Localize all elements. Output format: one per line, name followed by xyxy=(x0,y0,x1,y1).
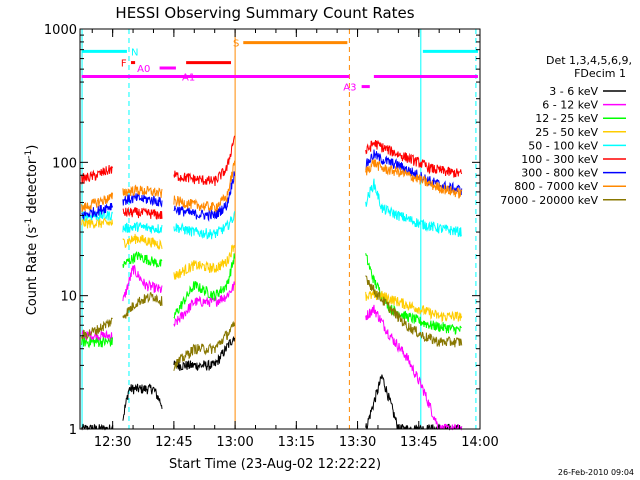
series-1-segment-1 xyxy=(122,264,163,302)
series-8 xyxy=(81,275,463,371)
legend-label-5: 100 - 300 keV xyxy=(521,153,598,166)
flag-label-0: N xyxy=(131,47,138,58)
series-5-segment-1 xyxy=(122,206,163,221)
legend-header-line-2: FDecim 1 xyxy=(574,67,626,80)
series-7-segment-0 xyxy=(81,192,113,213)
series-6-segment-0 xyxy=(81,202,113,221)
legend-label-7: 800 - 7000 keV xyxy=(514,180,598,193)
series-3-segment-3 xyxy=(365,290,463,323)
series-5-segment-2 xyxy=(173,135,236,187)
x-axis-label: Start Time (23-Aug-02 12:22:22) xyxy=(169,457,381,472)
flag-label-8: A3 xyxy=(343,83,356,94)
series-0 xyxy=(81,335,463,431)
y-axis-label-sup2: -1 xyxy=(24,150,34,159)
series-3 xyxy=(81,216,463,323)
y-tick-label-2: 100 xyxy=(52,156,77,171)
legend-label-4: 50 - 100 keV xyxy=(528,139,598,152)
series-1-segment-2 xyxy=(173,281,236,328)
series-8-segment-1 xyxy=(122,291,163,319)
flag-label-4: S xyxy=(233,39,239,50)
x-tick-label-5: 13:45 xyxy=(400,435,437,450)
series-6-segment-3 xyxy=(365,149,463,196)
series-4 xyxy=(81,178,462,240)
series-0-segment-0 xyxy=(81,423,113,431)
series-8-segment-0 xyxy=(81,317,113,341)
x-tick-label-1: 12:45 xyxy=(155,435,192,450)
x-tick-label-3: 13:15 xyxy=(278,435,315,450)
series-3-segment-0 xyxy=(81,216,113,229)
y-tick-label-3: 1000 xyxy=(44,23,77,38)
series-7-segment-2 xyxy=(173,160,236,213)
legend-label-2: 12 - 25 keV xyxy=(535,112,598,125)
legend-label-8: 7000 - 20000 keV xyxy=(500,194,598,207)
observing-flags: NF S A0 A1 A3 xyxy=(81,39,478,94)
y-axis-label-sup: -1 xyxy=(24,218,34,227)
flag-label-6: A1 xyxy=(182,73,195,84)
series-8-segment-3 xyxy=(365,275,463,348)
legend-header-line-1: Det 1,3,4,5,6,9, xyxy=(546,54,632,67)
series-1-segment-3 xyxy=(365,304,463,431)
series-4-segment-1 xyxy=(122,221,163,234)
series-3-segment-1 xyxy=(122,233,163,251)
series-2-segment-1 xyxy=(122,251,163,268)
x-tick-label-4: 13:30 xyxy=(339,435,376,450)
legend-label-0: 3 - 6 keV xyxy=(549,85,598,98)
plot-frame xyxy=(79,28,481,430)
series-4-segment-0 xyxy=(81,208,113,222)
legend-label-6: 300 - 800 keV xyxy=(521,167,598,180)
series-5-segment-3 xyxy=(365,139,463,178)
flag-label-5: A0 xyxy=(137,64,150,75)
y-axis-label: Count Rate (s-1 detector-1) xyxy=(24,145,40,316)
series-7-segment-3 xyxy=(365,159,463,199)
series-2-segment-0 xyxy=(81,336,113,349)
series-7 xyxy=(81,159,463,213)
y-axis-label-end: ) xyxy=(25,145,40,150)
legend-label-1: 6 - 12 keV xyxy=(542,99,598,112)
y-tick-label-0: 1 xyxy=(69,423,77,438)
series-1 xyxy=(81,264,463,431)
series-5-segment-0 xyxy=(81,164,113,185)
series-7-segment-1 xyxy=(122,184,163,198)
series-traces xyxy=(81,135,463,431)
timestamp: 26-Feb-2010 09:04 xyxy=(558,468,634,477)
series-0-segment-2 xyxy=(173,335,236,371)
interval-markers xyxy=(81,29,477,429)
series-0-segment-3 xyxy=(365,374,463,431)
series-3-segment-2 xyxy=(173,244,236,280)
series-6-segment-2 xyxy=(173,171,236,223)
axes: 1 10 100 1000 12:30 12:45 13:00 13:15 13:30 13:45… xyxy=(44,23,499,450)
series-6-segment-1 xyxy=(122,193,163,208)
series-0-segment-1 xyxy=(122,383,163,421)
flag-label-2: F xyxy=(121,59,127,70)
y-axis-label-main: Count Rate (s xyxy=(25,227,40,316)
y-tick-label-1: 10 xyxy=(60,290,77,305)
series-4-segment-2 xyxy=(173,211,236,240)
x-tick-label-6: 14:00 xyxy=(461,435,498,450)
y-axis-label-tail: detector xyxy=(25,158,40,218)
series-5 xyxy=(81,135,463,221)
chart-title: HESSI Observing Summary Count Rates xyxy=(115,4,414,22)
series-4-segment-3 xyxy=(365,178,462,237)
x-tick-label-2: 13:00 xyxy=(216,435,253,450)
legend-label-3: 25 - 50 keV xyxy=(535,126,598,139)
series-6 xyxy=(81,149,463,223)
series-2-segment-2 xyxy=(173,253,236,320)
series-8-segment-2 xyxy=(173,320,236,371)
x-tick-label-0: 12:30 xyxy=(94,435,131,450)
